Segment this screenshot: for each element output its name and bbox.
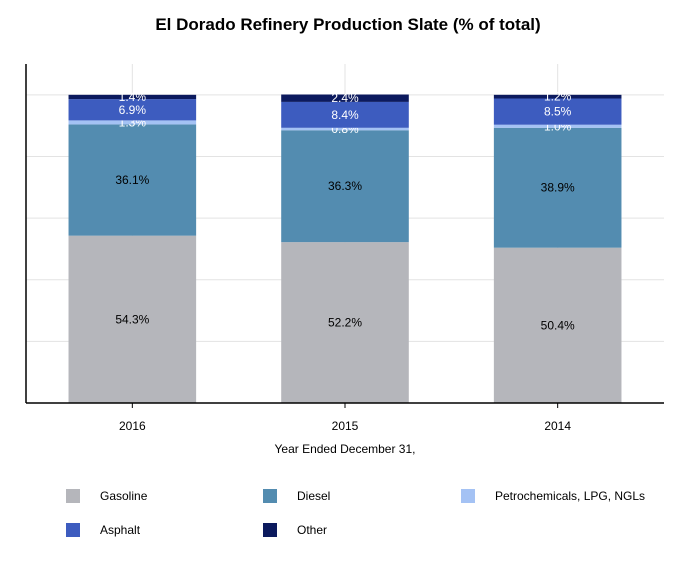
bar-segment-diesel-2015 (281, 130, 409, 243)
data-label: 36.3% (328, 179, 362, 193)
bar-segment-asphalt-2016 (68, 99, 197, 121)
data-label: 36.1% (115, 173, 149, 187)
bar-segment-petrochemicals-2014 (493, 124, 622, 128)
data-label: 38.9% (541, 181, 575, 195)
data-label: 8.4% (331, 108, 359, 122)
bar-segment-gasoline-2016 (68, 235, 197, 403)
chart-title: El Dorado Refinery Production Slate (% o… (155, 15, 541, 34)
x-axis-label: Year Ended December 31, (274, 442, 416, 456)
x-tick-label: 2016 (119, 419, 146, 433)
data-label: 2.4% (331, 91, 359, 105)
bar-segment-diesel-2014 (493, 127, 622, 248)
bar-segment-asphalt-2015 (281, 101, 409, 128)
bar-segment-asphalt-2014 (493, 98, 622, 125)
bar-segment-other-2015 (281, 94, 409, 102)
x-tick-label: 2014 (544, 419, 571, 433)
data-label: 1.2% (544, 90, 572, 104)
bar-segment-gasoline-2014 (493, 247, 622, 403)
bar-segment-petrochemicals-2016 (68, 120, 197, 125)
data-label: 8.5% (544, 105, 572, 119)
data-label: 50.4% (541, 318, 575, 332)
data-label: 6.9% (119, 103, 147, 117)
bar-segment-gasoline-2015 (281, 242, 409, 403)
data-label: 54.3% (115, 312, 149, 326)
bar-segment-petrochemicals-2015 (281, 127, 409, 131)
data-label: 1.4% (119, 90, 147, 104)
data-label: 52.2% (328, 316, 362, 330)
bar-segment-diesel-2016 (68, 124, 197, 236)
bar-segment-other-2016 (68, 94, 197, 100)
bar-segment-other-2014 (493, 94, 622, 99)
x-tick-label: 2015 (332, 419, 359, 433)
